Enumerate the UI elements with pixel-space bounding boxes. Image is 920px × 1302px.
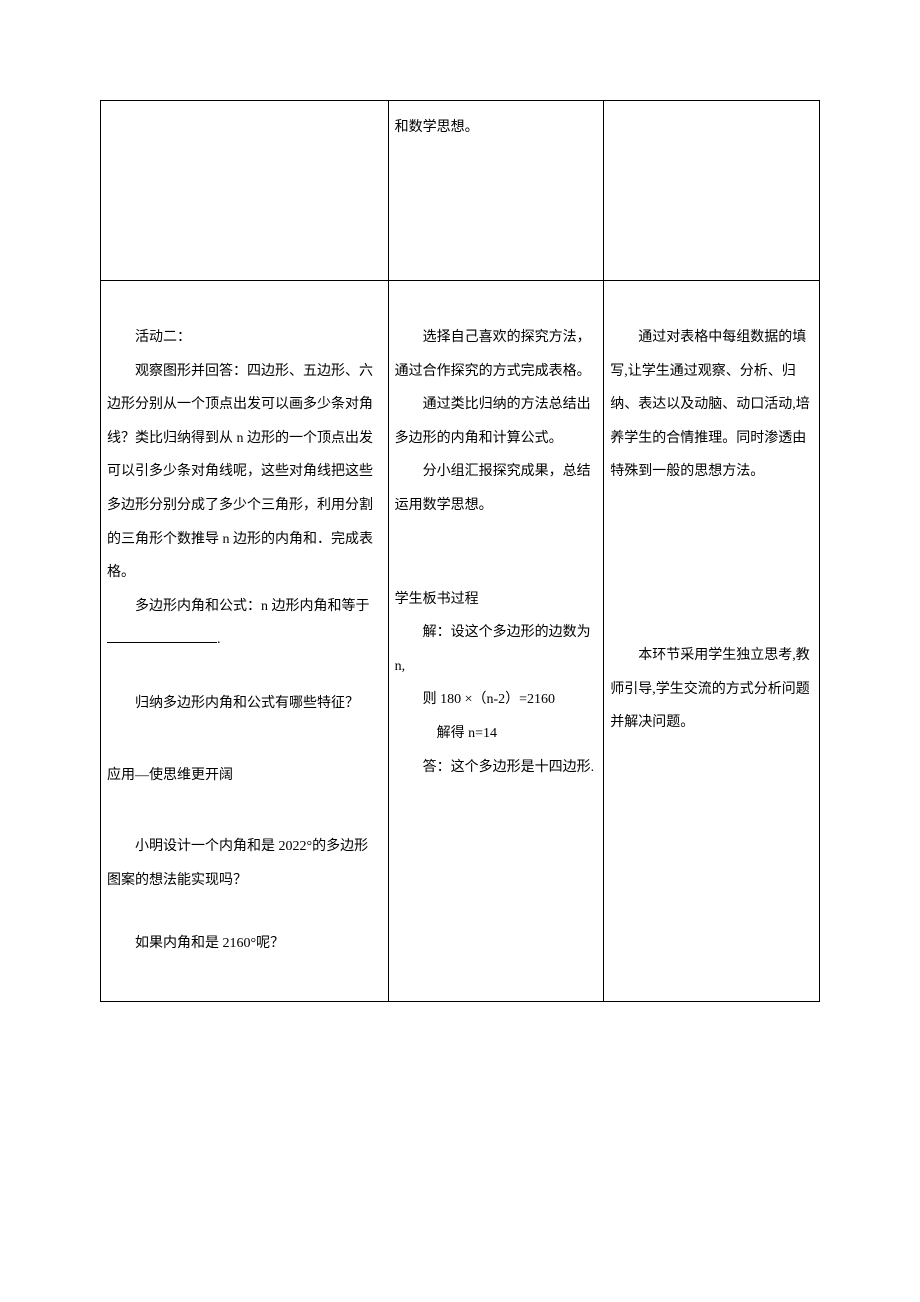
spacer — [107, 961, 382, 991]
spacer — [107, 800, 382, 830]
cell-r1c3 — [604, 101, 820, 281]
cell-r2c3: 通过对表格中每组数据的填写,让学生通过观察、分析、归纳、表达以及动脑、动口活动,… — [604, 281, 820, 1002]
cell-r1c2: 和数学思想。 — [388, 101, 604, 281]
paragraph: 观察图形并回答：四边形、五边形、六边形分别从一个顶点出发可以画多少条对角线？类比… — [107, 355, 382, 590]
paragraph: 通过类比归纳的方法总结出多边形的内角和计算公式。 — [395, 388, 598, 455]
paragraph: 分小组汇报探究成果，总结运用数学思想。 — [395, 455, 598, 522]
paragraph: 通过对表格中每组数据的填写,让学生通过观察、分析、归纳、表达以及动脑、动口活动,… — [610, 321, 813, 489]
text-content: 和数学思想。 — [395, 111, 598, 145]
paragraph: 多边形内角和公式：n 边形内角和等于. — [107, 590, 382, 657]
paragraph: 解得 n=14 — [395, 717, 598, 751]
spacer — [610, 579, 813, 609]
paragraph: 学生板书过程 — [395, 583, 598, 617]
paragraph: 解：设这个多边形的边数为 n, — [395, 616, 598, 683]
spacer — [395, 523, 598, 553]
cell-r2c2: 选择自己喜欢的探究方法，通过合作探究的方式完成表格。 通过类比归纳的方法总结出多… — [388, 281, 604, 1002]
table-row: 活动二： 观察图形并回答：四边形、五边形、六边形分别从一个顶点出发可以画多少条对… — [101, 281, 820, 1002]
spacer — [395, 291, 598, 321]
paragraph: 如果内角和是 2160°呢？ — [107, 927, 382, 961]
cell-r1c1 — [101, 101, 389, 281]
spacer — [107, 897, 382, 927]
table-row: 和数学思想。 — [101, 101, 820, 281]
paragraph: 答：这个多边形是十四边形. — [395, 751, 598, 785]
spacer — [610, 519, 813, 549]
spacer — [610, 489, 813, 519]
paragraph: 本环节采用学生独立思考,教师引导,学生交流的方式分析问题并解决问题。 — [610, 639, 813, 740]
lesson-plan-table: 和数学思想。 活动二： 观察图形并回答：四边形、五边形、六边形分别从一个顶点出发… — [100, 100, 820, 1002]
spacer — [107, 291, 382, 321]
cell-r2c1: 活动二： 观察图形并回答：四边形、五边形、六边形分别从一个顶点出发可以画多少条对… — [101, 281, 389, 1002]
section-heading: 应用—使思维更开阔 — [107, 759, 382, 793]
activity-title: 活动二： — [107, 321, 382, 355]
paragraph: 小明设计一个内角和是 2022°的多边形图案的想法能实现吗？ — [107, 830, 382, 897]
formula-prefix: 多边形内角和公式：n 边形内角和等于 — [135, 599, 370, 614]
paragraph: 归纳多边形内角和公式有哪些特征？ — [107, 687, 382, 721]
spacer — [395, 553, 598, 583]
spacer — [610, 549, 813, 579]
spacer — [107, 657, 382, 687]
fill-blank — [107, 629, 217, 643]
spacer — [610, 609, 813, 639]
spacer — [107, 721, 382, 751]
spacer — [610, 291, 813, 321]
paragraph: 选择自己喜欢的探究方法，通过合作探究的方式完成表格。 — [395, 321, 598, 388]
paragraph: 则 180 ×（n-2）=2160 — [395, 683, 598, 717]
formula-suffix: . — [217, 632, 221, 647]
